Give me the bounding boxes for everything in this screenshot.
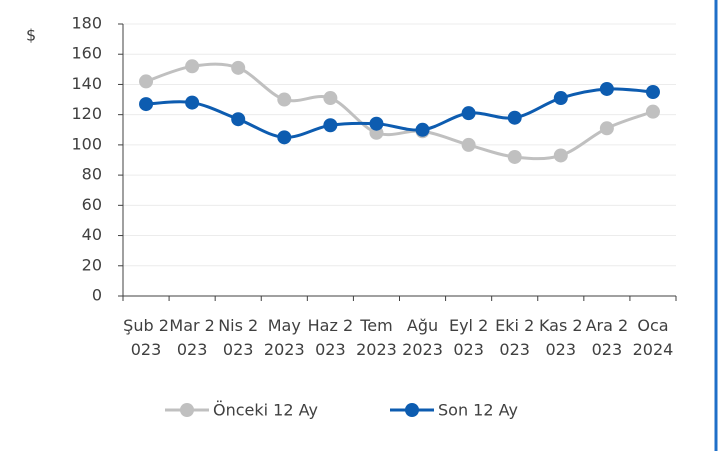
point <box>277 92 292 107</box>
point <box>599 81 614 96</box>
point <box>323 91 338 106</box>
point <box>323 118 338 133</box>
point <box>415 122 430 137</box>
point <box>645 85 660 99</box>
point <box>139 97 154 112</box>
x-tick-label: Haz 2023 <box>307 316 354 359</box>
point <box>231 112 246 127</box>
y-tick-label: 80 <box>82 165 102 184</box>
point <box>553 91 568 106</box>
y-tick-label: 20 <box>82 255 102 274</box>
x-tick-label: Tem 2023 <box>356 316 397 359</box>
point <box>507 149 522 164</box>
point <box>369 116 384 131</box>
legend-label: Önceki 12 Ay <box>213 401 318 420</box>
y-tick-label: 160 <box>71 44 102 63</box>
x-tick-label: Eyl 2023 <box>448 316 489 359</box>
point <box>461 106 476 121</box>
x-tick-label: Nis 2023 <box>218 316 259 359</box>
y-tick-label: 120 <box>71 104 102 123</box>
y-tick-label: 140 <box>71 74 102 93</box>
x-tick-label: Mar 2023 <box>169 316 215 359</box>
x-tick-label: May 2023 <box>263 316 305 359</box>
point <box>277 130 292 145</box>
x-tick-label: Ara 2023 <box>585 316 629 359</box>
y-tick-label: 40 <box>82 225 102 244</box>
point <box>599 121 614 136</box>
point <box>139 74 154 89</box>
point <box>507 110 522 125</box>
point <box>645 104 660 119</box>
point <box>185 59 200 74</box>
point <box>231 60 246 75</box>
point <box>553 148 568 163</box>
legend-marker <box>180 403 194 417</box>
y-tick-label: 60 <box>82 195 102 214</box>
point <box>185 95 200 110</box>
legend-label: Son 12 Ay <box>438 401 518 420</box>
x-tick-label: Eki 2023 <box>495 316 535 359</box>
y-tick-label: 0 <box>92 286 102 305</box>
x-tick-label: Ağu 2023 <box>402 316 443 359</box>
x-tick-label: Oca 2024 <box>632 316 674 359</box>
point <box>461 137 476 152</box>
y-tick-label: 100 <box>71 134 102 153</box>
y-axis-label: $ <box>26 26 36 45</box>
x-tick-label: Şub 2023 <box>123 316 169 359</box>
y-tick-label: 180 <box>71 14 102 33</box>
x-tick-label: Kas 2023 <box>538 316 583 359</box>
legend-marker <box>405 403 419 417</box>
series-line <box>145 87 654 139</box>
